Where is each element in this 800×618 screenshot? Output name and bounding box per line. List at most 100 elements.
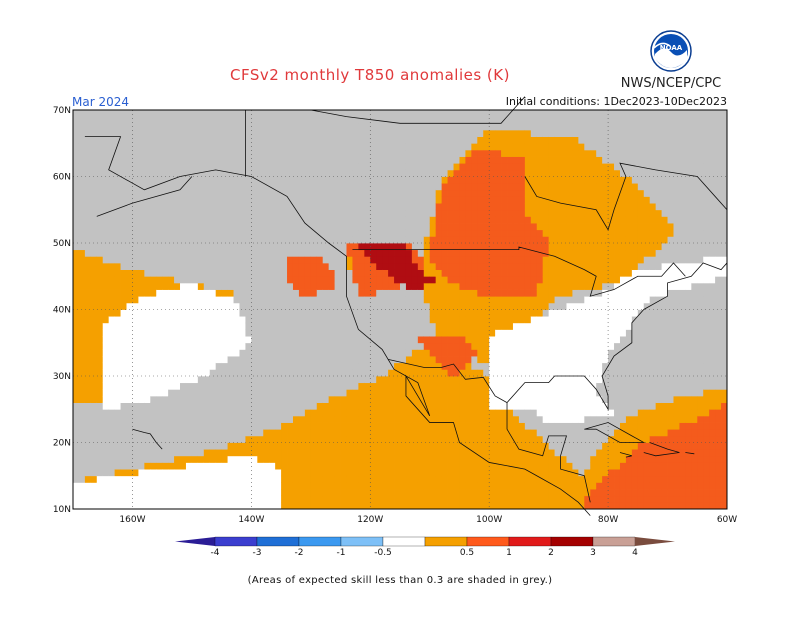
anomaly-cell-orange xyxy=(346,462,353,470)
anomaly-cell-white xyxy=(191,482,199,490)
anomaly-cell-grey xyxy=(227,229,234,237)
anomaly-cell-grey xyxy=(275,302,282,310)
anomaly-cell-orange xyxy=(530,435,538,443)
anomaly-cell-orange xyxy=(512,143,520,151)
anomaly-cell-white xyxy=(168,362,175,370)
anomaly-cell-orange xyxy=(518,129,526,137)
anomaly-cell-grey xyxy=(180,229,187,237)
anomaly-cell-grey xyxy=(215,435,223,443)
anomaly-cell-red xyxy=(292,262,300,270)
anomaly-cell-white xyxy=(114,475,121,483)
anomaly-cell-grey xyxy=(352,329,359,337)
anomaly-cell-grey xyxy=(275,249,282,257)
anomaly-cell-orange xyxy=(78,276,86,284)
anomaly-cell-orange xyxy=(405,429,413,437)
anomaly-cell-orange xyxy=(483,409,490,417)
anomaly-cell-grey xyxy=(275,409,282,417)
anomaly-cell-grey xyxy=(376,342,383,350)
anomaly-cell-grey xyxy=(180,136,187,144)
anomaly-cell-orange xyxy=(542,482,550,490)
anomaly-cell-white xyxy=(144,309,151,317)
anomaly-cell-grey xyxy=(251,309,258,317)
anomaly-cell-orange xyxy=(411,462,419,470)
anomaly-cell-grey xyxy=(417,296,425,304)
anomaly-cell-grey xyxy=(417,316,425,324)
anomaly-cell-grey xyxy=(73,449,80,457)
anomaly-cell-red xyxy=(453,243,460,251)
anomaly-cell-grey xyxy=(78,475,86,483)
anomaly-cell-orange xyxy=(560,143,567,151)
anomaly-cell-white xyxy=(221,495,228,503)
anomaly-cell-grey xyxy=(400,223,407,231)
anomaly-cell-grey xyxy=(233,143,240,151)
anomaly-cell-white xyxy=(542,356,550,364)
anomaly-cell-orange xyxy=(90,282,98,290)
anomaly-cell-red xyxy=(477,289,484,297)
anomaly-cell-orange xyxy=(423,269,431,277)
anomaly-cell-white xyxy=(197,369,205,377)
anomaly-cell-orange xyxy=(453,489,460,497)
anomaly-cell-orange xyxy=(465,415,472,423)
anomaly-cell-grey xyxy=(144,229,151,237)
anomaly-cell-red xyxy=(501,229,508,237)
anomaly-cell-red xyxy=(518,289,526,297)
anomaly-cell-grey xyxy=(203,189,211,197)
anomaly-cell-grey xyxy=(287,143,294,151)
anomaly-cell-grey xyxy=(423,163,431,171)
anomaly-cell-grey xyxy=(138,462,145,470)
anomaly-cell-orange xyxy=(548,216,555,224)
anomaly-cell-white xyxy=(548,382,555,390)
anomaly-cell-grey xyxy=(364,216,371,224)
anomaly-cell-white xyxy=(162,369,169,377)
anomaly-cell-grey xyxy=(114,243,121,251)
anomaly-cell-orange xyxy=(495,309,502,317)
anomaly-cell-white xyxy=(185,289,193,297)
anomaly-cell-white xyxy=(221,296,228,304)
anomaly-cell-grey xyxy=(233,236,240,244)
anomaly-cell-red xyxy=(518,196,526,204)
anomaly-cell-grey xyxy=(233,110,240,118)
anomaly-cell-grey xyxy=(388,216,395,224)
anomaly-cell-orange xyxy=(394,475,401,483)
anomaly-cell-grey xyxy=(215,196,223,204)
anomaly-cell-grey xyxy=(281,269,288,277)
anomaly-cell-grey xyxy=(292,336,300,344)
anomaly-cell-grey xyxy=(138,256,145,264)
anomaly-cell-white xyxy=(275,489,282,497)
anomaly-cell-grey xyxy=(554,442,561,450)
anomaly-cell-red xyxy=(512,196,520,204)
anomaly-cell-orange xyxy=(114,269,121,277)
anomaly-cell-grey xyxy=(150,243,157,251)
anomaly-cell-grey xyxy=(257,163,264,171)
anomaly-cell-red xyxy=(524,249,532,257)
anomaly-cell-grey xyxy=(269,296,276,304)
anomaly-cell-grey xyxy=(275,196,282,204)
anomaly-cell-red xyxy=(453,183,460,191)
anomaly-cell-grey xyxy=(340,362,347,370)
anomaly-cell-grey xyxy=(156,409,163,417)
anomaly-cell-grey xyxy=(411,229,419,237)
anomaly-cell-red xyxy=(489,282,496,290)
anomaly-cell-grey xyxy=(411,176,419,184)
anomaly-cell-grey xyxy=(203,382,211,390)
anomaly-cell-grey xyxy=(180,442,187,450)
anomaly-cell-grey xyxy=(364,169,371,177)
anomaly-cell-white xyxy=(215,342,223,350)
anomaly-cell-grey xyxy=(507,123,514,131)
anomaly-cell-grey xyxy=(411,223,419,231)
anomaly-cell-grey xyxy=(114,429,121,437)
anomaly-cell-red xyxy=(459,209,466,217)
anomaly-cell-white xyxy=(73,502,80,510)
anomaly-cell-red xyxy=(441,209,448,217)
anomaly-cell-white xyxy=(150,362,157,370)
anomaly-cell-orange xyxy=(530,169,538,177)
anomaly-cell-orange xyxy=(150,462,157,470)
anomaly-cell-white xyxy=(560,362,567,370)
anomaly-cell-grey xyxy=(78,229,86,237)
anomaly-cell-orange xyxy=(84,362,92,370)
anomaly-cell-red xyxy=(518,176,526,184)
anomaly-cell-grey xyxy=(382,129,389,137)
anomaly-cell-grey xyxy=(150,256,157,264)
anomaly-cell-grey xyxy=(292,156,300,164)
anomaly-cell-grey xyxy=(203,243,211,251)
